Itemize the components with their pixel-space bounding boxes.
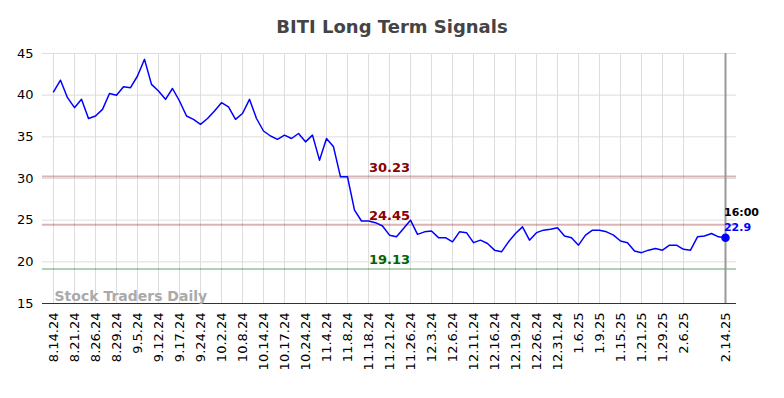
svg-text:8.14.24: 8.14.24: [46, 313, 61, 363]
svg-text:12.11.24: 12.11.24: [466, 313, 481, 371]
svg-text:24.45: 24.45: [369, 208, 410, 223]
svg-text:11.26.24: 11.26.24: [403, 313, 418, 371]
svg-text:Stock Traders Daily: Stock Traders Daily: [55, 288, 208, 304]
svg-text:12.31.24: 12.31.24: [550, 313, 565, 371]
svg-text:11.8.24: 11.8.24: [340, 313, 355, 363]
svg-text:9.5.24: 9.5.24: [130, 313, 145, 354]
svg-text:19.13: 19.13: [369, 252, 410, 267]
svg-text:11.21.24: 11.21.24: [382, 313, 397, 371]
svg-text:11.18.24: 11.18.24: [361, 313, 376, 371]
svg-text:40: 40: [17, 87, 34, 102]
svg-text:9.17.24: 9.17.24: [172, 313, 187, 363]
svg-text:22.9: 22.9: [724, 221, 751, 234]
svg-text:1.15.25: 1.15.25: [613, 313, 628, 363]
svg-text:1.29.25: 1.29.25: [655, 313, 670, 363]
svg-text:10.17.24: 10.17.24: [277, 313, 292, 371]
svg-text:2.14.25: 2.14.25: [718, 313, 733, 363]
svg-text:10.24.24: 10.24.24: [298, 313, 313, 371]
svg-text:30: 30: [17, 171, 34, 186]
svg-text:8.29.24: 8.29.24: [109, 313, 124, 363]
svg-text:10.2.24: 10.2.24: [214, 313, 229, 363]
svg-text:12.19.24: 12.19.24: [508, 313, 523, 371]
svg-text:8.26.24: 8.26.24: [88, 313, 103, 363]
svg-text:35: 35: [17, 129, 34, 144]
svg-text:12.3.24: 12.3.24: [424, 313, 439, 363]
svg-text:16:00: 16:00: [724, 206, 759, 219]
svg-text:11.4.24: 11.4.24: [319, 313, 334, 363]
svg-text:20: 20: [17, 254, 34, 269]
svg-text:30.23: 30.23: [369, 160, 410, 175]
svg-text:9.12.24: 9.12.24: [151, 313, 166, 363]
svg-text:1.6.25: 1.6.25: [571, 313, 586, 354]
svg-text:1.9.25: 1.9.25: [592, 313, 607, 354]
svg-text:10.8.24: 10.8.24: [235, 313, 250, 363]
html-text:BITI Long Term Signals: BITI Long Term Signals: [276, 16, 508, 37]
svg-text:45: 45: [17, 46, 34, 61]
svg-text:25: 25: [17, 212, 34, 227]
svg-text:2.6.25: 2.6.25: [676, 313, 691, 354]
svg-text:9.24.24: 9.24.24: [193, 313, 208, 363]
svg-text:12.6.24: 12.6.24: [445, 313, 460, 363]
svg-text:12.26.24: 12.26.24: [529, 313, 544, 371]
svg-text:15: 15: [17, 296, 34, 311]
svg-text:8.21.24: 8.21.24: [67, 313, 82, 363]
svg-text:12.16.24: 12.16.24: [487, 313, 502, 371]
svg-text:10.14.24: 10.14.24: [256, 313, 271, 371]
svg-text:1.21.25: 1.21.25: [634, 313, 649, 363]
